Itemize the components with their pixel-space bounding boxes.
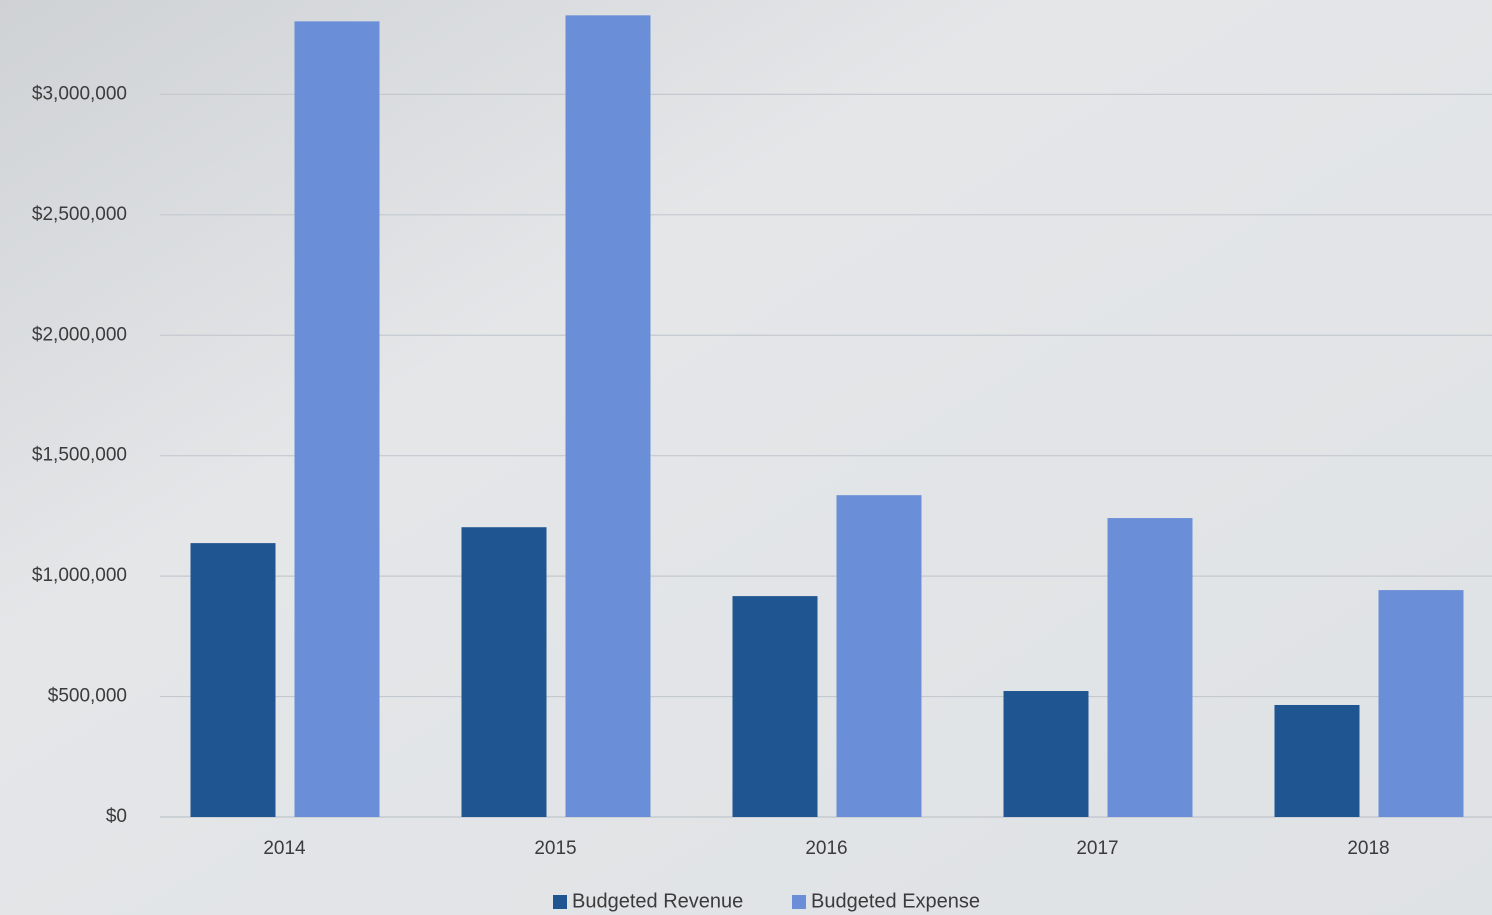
legend-label: Budgeted Revenue [572,890,743,912]
bar [1378,590,1464,817]
bar [836,495,922,817]
y-tick-label: $2,500,000 [32,204,127,225]
bar [1107,518,1193,817]
bar [1274,704,1360,817]
legend-swatch [553,895,567,909]
legend-label: Budgeted Expense [811,890,980,912]
bar [565,15,651,818]
bar [461,527,547,817]
bar [294,21,380,817]
legend-swatch [792,895,806,909]
x-tick-label: 2015 [534,838,576,859]
y-tick-label: $1,000,000 [32,565,127,586]
bar [190,543,276,817]
x-tick-label: 2017 [1076,838,1118,859]
y-tick-label: $500,000 [48,686,127,707]
bar [1003,691,1089,817]
y-tick-label: $2,000,000 [32,324,127,345]
y-tick-label: $3,000,000 [32,83,127,104]
y-tick-label: $1,500,000 [32,445,127,466]
x-tick-label: 2018 [1347,838,1389,859]
bar [732,596,818,817]
x-tick-label: 2014 [263,838,306,859]
x-tick-label: 2016 [805,838,847,859]
y-tick-label: $0 [106,806,127,827]
